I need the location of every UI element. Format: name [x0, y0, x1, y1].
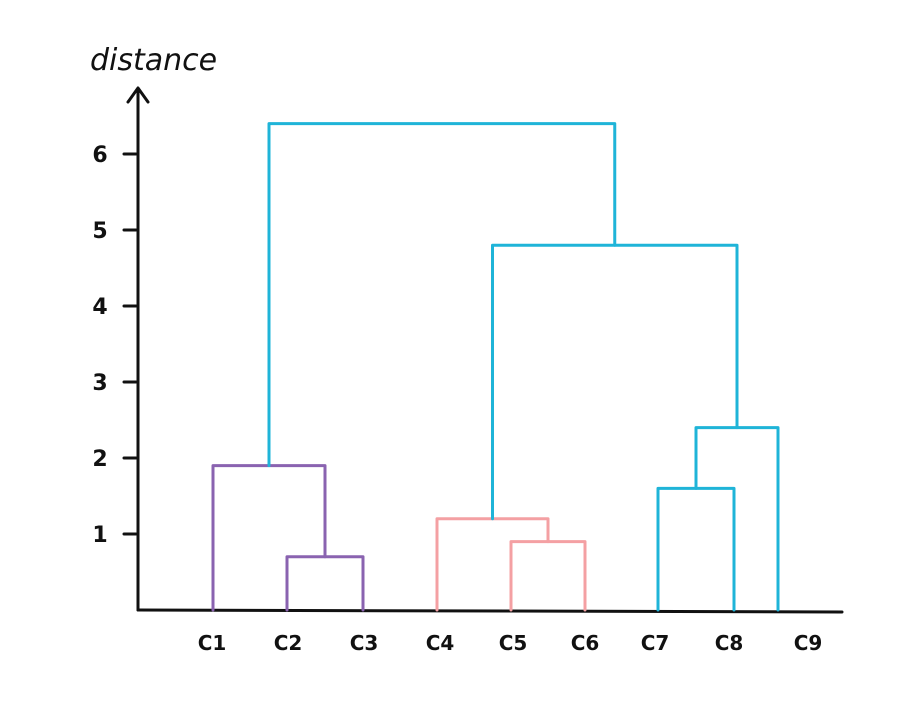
- dendrogram-link-i: [267, 122, 617, 468]
- y-tick-label: 5: [92, 219, 107, 244]
- leaf-label-c9: C9: [794, 631, 823, 655]
- leaf-label-c3: C3: [350, 631, 379, 655]
- leaf-label-c5: C5: [499, 631, 528, 655]
- dendrogram-link-h: [491, 243, 739, 521]
- leaf-label-c6: C6: [571, 631, 600, 655]
- x-axis-line: [136, 608, 844, 614]
- y-tick-label: 1: [92, 523, 107, 548]
- dendrogram-link-f: [656, 486, 736, 612]
- y-axis-title: distance: [90, 43, 217, 78]
- leaf-label-c4: C4: [426, 631, 455, 655]
- dendrogram-link-a: [285, 555, 365, 612]
- dendrogram-link-e: [435, 517, 550, 612]
- axes: distance: [90, 43, 844, 614]
- leaf-label-c7: C7: [641, 631, 670, 655]
- dendrogram-link-b: [211, 464, 327, 612]
- leaf-label-c8: C8: [715, 631, 744, 655]
- y-tick-label: 6: [92, 143, 107, 168]
- y-tick-label: 4: [92, 295, 107, 320]
- leaf-labels: C1 C2 C3 C4 C5 C6 C7 C8 C9: [198, 631, 823, 655]
- y-ticks: 1 2 3 4 5 6: [92, 143, 138, 548]
- y-tick-label: 3: [92, 371, 107, 396]
- dendrogram-link-g: [694, 426, 780, 612]
- dendrogram-links: [211, 122, 780, 612]
- y-axis-arrow: [126, 86, 150, 104]
- leaf-label-c1: C1: [198, 631, 227, 655]
- leaf-label-c2: C2: [274, 631, 303, 655]
- dendrogram-link-d: [509, 540, 587, 612]
- y-tick-label: 2: [92, 447, 107, 472]
